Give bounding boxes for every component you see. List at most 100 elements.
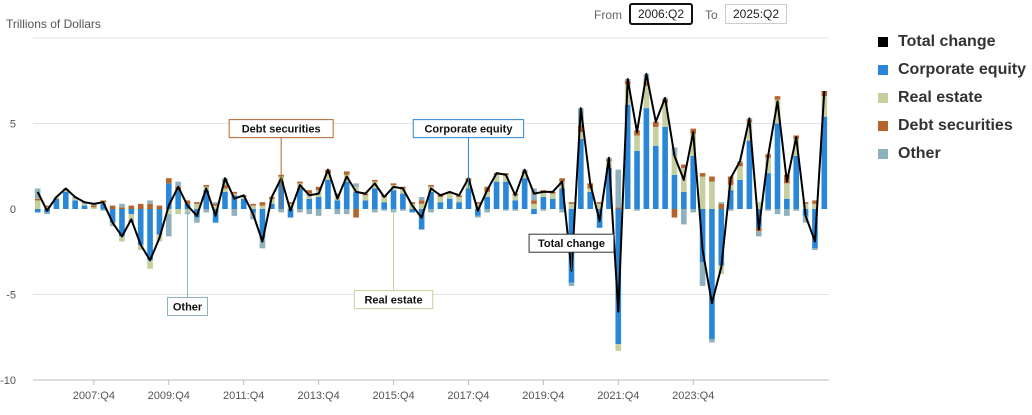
bar-corporate-equity [81, 205, 88, 209]
from-label: From [594, 8, 622, 22]
bar-debt-securities [194, 202, 200, 204]
bar-other [540, 209, 547, 211]
bar-other [774, 209, 781, 215]
bar-corporate-equity [624, 104, 631, 209]
x-tick-label: 2013:Q4 [298, 390, 340, 402]
bar-other [212, 202, 219, 204]
bar-debt-securities [231, 191, 238, 194]
bar-other [709, 338, 715, 343]
bar-other [343, 209, 350, 215]
annotation-box [228, 119, 334, 139]
bar-corporate-equity [353, 191, 359, 209]
bar-other [718, 202, 725, 204]
bar-corporate-equity [203, 190, 210, 209]
legend-item-corporate-equity[interactable]: Corporate equity [878, 56, 1026, 84]
bar-corporate-equity [821, 116, 828, 209]
bar-real-estate [240, 197, 247, 199]
x-tick-label: 2023:Q4 [672, 390, 714, 402]
legend-label: Other [898, 145, 941, 162]
legend-item-debt-securities[interactable]: Debt securities [878, 112, 1026, 140]
bar-real-estate [615, 344, 622, 351]
bar-corporate-equity [334, 200, 341, 209]
legend-label: Debt securities [898, 117, 1013, 134]
bar-corporate-equity [475, 209, 481, 216]
x-tick-label: 2009:Q4 [148, 390, 190, 402]
bar-other [381, 209, 387, 211]
debt-securities-swatch [878, 121, 888, 131]
bar-real-estate [709, 181, 715, 209]
bar-real-estate [165, 209, 172, 215]
bar-debt-securities [475, 202, 481, 204]
real-estate-swatch [878, 93, 888, 103]
bar-other [119, 203, 125, 208]
bar-debt-securities [428, 185, 434, 187]
legend-item-total-change[interactable]: Total change [878, 28, 1026, 56]
bar-real-estate [194, 203, 200, 209]
bar-real-estate [325, 173, 331, 180]
bar-real-estate [540, 191, 547, 198]
bar-corporate-equity [484, 197, 490, 209]
bar-real-estate [475, 203, 481, 209]
bar-debt-securities [343, 171, 350, 175]
bar-corporate-equity [315, 197, 322, 209]
bar-other [259, 238, 266, 249]
bar-real-estate [802, 203, 809, 209]
bar-debt-securities [596, 202, 603, 204]
bar-corporate-equity [409, 209, 416, 213]
bar-corporate-equity [62, 191, 69, 209]
bar-corporate-equity [109, 209, 116, 223]
bar-real-estate [765, 157, 771, 174]
bar-real-estate [793, 138, 800, 156]
bar-real-estate [137, 244, 144, 251]
x-tick-label: 2011:Q4 [223, 390, 264, 402]
legend-item-real-estate[interactable]: Real estate [878, 84, 1026, 112]
bar-corporate-equity [446, 198, 453, 209]
bar-other [147, 200, 153, 204]
bar-debt-securities [128, 205, 135, 209]
other-swatch [878, 149, 888, 159]
bar-real-estate [493, 174, 500, 182]
bar-debt-securities [147, 203, 153, 209]
x-tick-label: 2007:Q4 [73, 390, 115, 402]
bar-corporate-equity [437, 202, 444, 209]
bar-real-estate [212, 205, 219, 209]
bar-corporate-equity [512, 200, 519, 209]
legend-item-other[interactable]: Other [878, 140, 1026, 168]
bar-corporate-equity [765, 173, 771, 209]
bar-real-estate [662, 102, 668, 127]
bar-corporate-equity [503, 181, 509, 209]
bar-debt-securities [334, 193, 341, 196]
bar-corporate-equity [540, 197, 547, 209]
bar-real-estate [381, 197, 387, 203]
bar-corporate-equity [390, 190, 397, 209]
bar-real-estate [287, 203, 294, 209]
annotation-label: Real estate [364, 295, 422, 307]
bar-debt-securities [119, 207, 125, 209]
bar-debt-securities [297, 181, 303, 184]
annotation-box [167, 296, 209, 316]
bar-other [812, 248, 818, 251]
bar-corporate-equity [100, 203, 107, 209]
bar-corporate-equity [297, 188, 303, 209]
bar-corporate-equity [652, 145, 659, 209]
bar-debt-securities [372, 179, 378, 182]
bar-corporate-equity [400, 193, 406, 209]
to-quarter-input[interactable]: 2025:Q2 [725, 4, 788, 24]
bar-corporate-equity [428, 191, 434, 209]
bar-other [109, 224, 116, 227]
bar-real-estate [634, 135, 640, 151]
bar-debt-securities [250, 203, 256, 206]
bar-debt-securities [718, 203, 725, 209]
bar-other [297, 209, 303, 213]
bar-other [793, 209, 800, 211]
bar-other [400, 209, 406, 211]
bar-debt-securities [671, 209, 678, 218]
y-tick-label: -5 [6, 290, 16, 302]
bar-debt-securities [91, 205, 97, 208]
annotation-label: Other [173, 301, 203, 313]
from-quarter-input[interactable]: 2006:Q2 [629, 3, 694, 25]
bar-debt-securities [390, 183, 397, 186]
bar-debt-securities [802, 202, 809, 204]
bar-debt-securities [418, 200, 425, 204]
bar-other [784, 209, 790, 216]
